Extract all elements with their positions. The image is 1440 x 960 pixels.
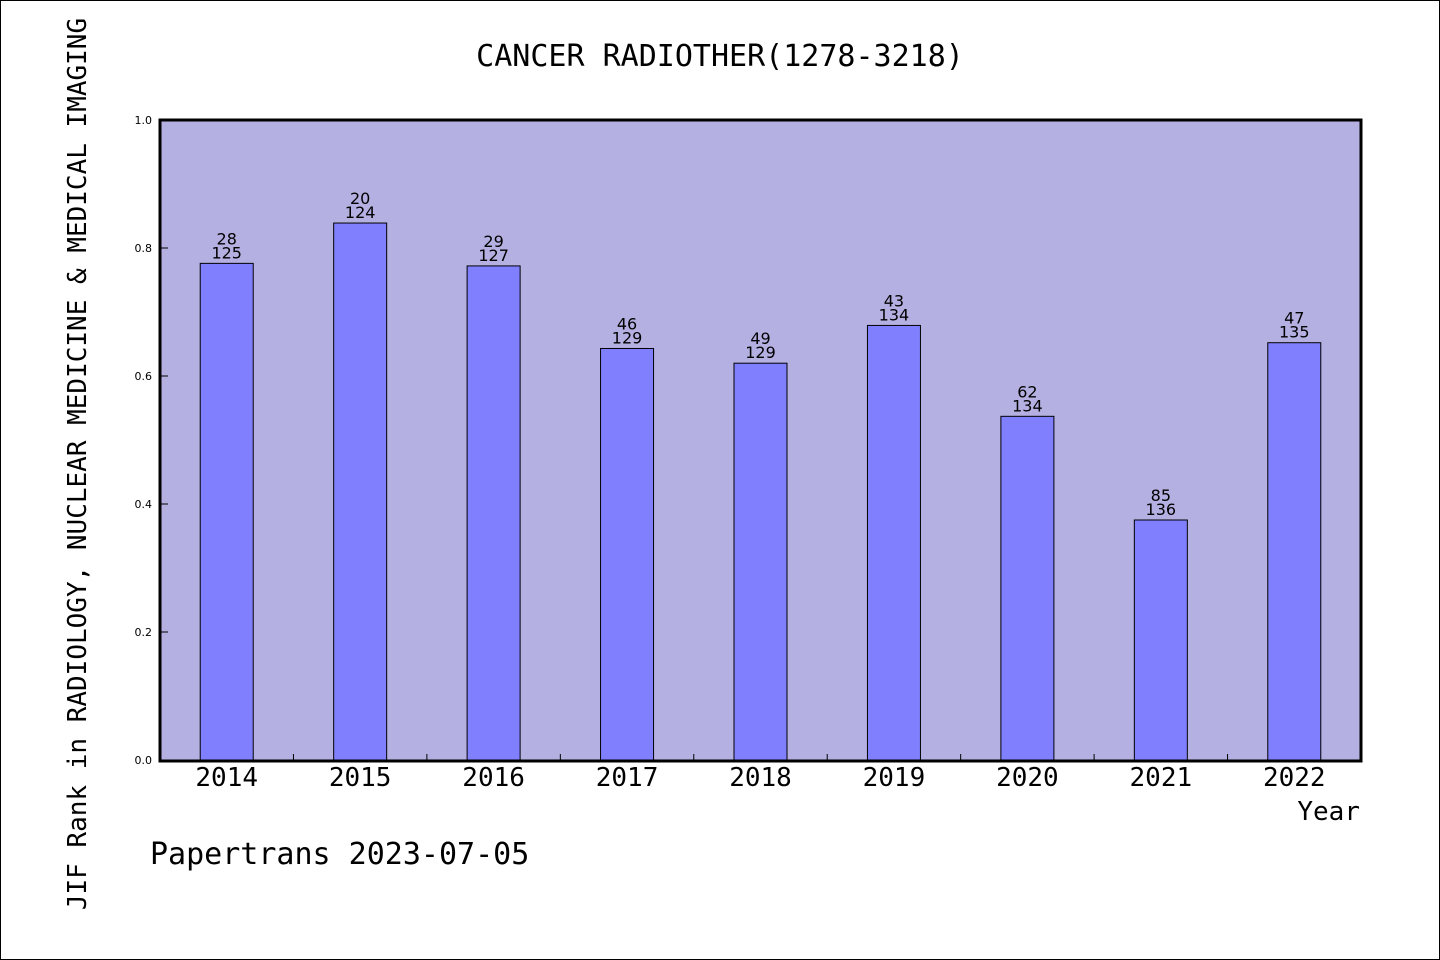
x-tick-label-2014: 2014 (195, 763, 258, 793)
x-tick-label-2019: 2019 (863, 763, 926, 793)
bar-label-bottom-2014: 125 (211, 243, 242, 262)
x-tick-label-2017: 2017 (596, 763, 659, 793)
x-tick-label-2020: 2020 (996, 763, 1059, 793)
bar-label-top-2019: 43 (884, 291, 904, 310)
bar-2018 (733, 362, 788, 761)
bar-label-top-2015: 20 (350, 189, 370, 208)
y-tick-label: 1.0 (135, 114, 153, 127)
bar-2019 (866, 324, 921, 761)
bar-label-bottom-2018: 129 (745, 343, 776, 362)
x-axis-label: Year (1297, 797, 1360, 827)
bar-label-bottom-2015: 124 (345, 203, 376, 222)
bar-2014 (199, 262, 254, 761)
bar-label-top-2018: 49 (750, 329, 770, 348)
bar-label-bottom-2021: 136 (1146, 500, 1177, 519)
x-axis: 2014 2015 2016 2017 2018 2019 2020 2021 2022 (195, 754, 1326, 793)
x-tick-label-2022: 2022 (1263, 763, 1326, 793)
y-tick-label: 0.0 (135, 754, 153, 767)
bar-2015 (333, 222, 388, 761)
bar-label-bottom-2020: 134 (1012, 396, 1043, 415)
bar-label-bottom-2016: 127 (478, 246, 509, 265)
bar-label-top-2017: 46 (617, 314, 637, 333)
y-tick-label: 0.2 (135, 626, 153, 639)
y-axis-label: JIF Rank in RADIOLOGY, NUCLEAR MEDICINE … (63, 18, 93, 910)
chart-title: CANCER RADIOTHER(1278-3218) (476, 39, 964, 74)
bar-2021 (1133, 519, 1188, 761)
bar-label-top-2022: 47 (1284, 309, 1304, 328)
bar-2016 (466, 265, 521, 761)
footer-credit: Papertrans 2023-07-05 (150, 837, 529, 872)
bar-label-top-2020: 62 (1017, 382, 1037, 401)
x-tick-label-2015: 2015 (329, 763, 392, 793)
bar-label-bottom-2019: 134 (879, 305, 910, 324)
y-tick-label: 0.4 (135, 498, 153, 511)
y-tick-label: 0.6 (135, 370, 153, 383)
y-tick-label: 0.8 (135, 242, 153, 255)
plot-border (158, 118, 1363, 763)
y-axis: 0.0 0.2 0.4 0.6 0.8 1.0 (135, 114, 168, 767)
bars-group (199, 222, 1322, 761)
bar-2022 (1267, 342, 1322, 761)
bar-2020 (1000, 415, 1055, 761)
bar-label-top-2021: 85 (1151, 486, 1171, 505)
bar-label-bottom-2017: 129 (612, 328, 643, 347)
bar-2017 (600, 347, 655, 761)
x-tick-label-2021: 2021 (1130, 763, 1193, 793)
bar-label-top-2016: 29 (483, 232, 503, 251)
bar-label-top-2014: 28 (217, 229, 237, 248)
x-tick-label-2018: 2018 (729, 763, 792, 793)
bar-label-bottom-2022: 135 (1279, 323, 1310, 342)
x-tick-label-2016: 2016 (462, 763, 525, 793)
